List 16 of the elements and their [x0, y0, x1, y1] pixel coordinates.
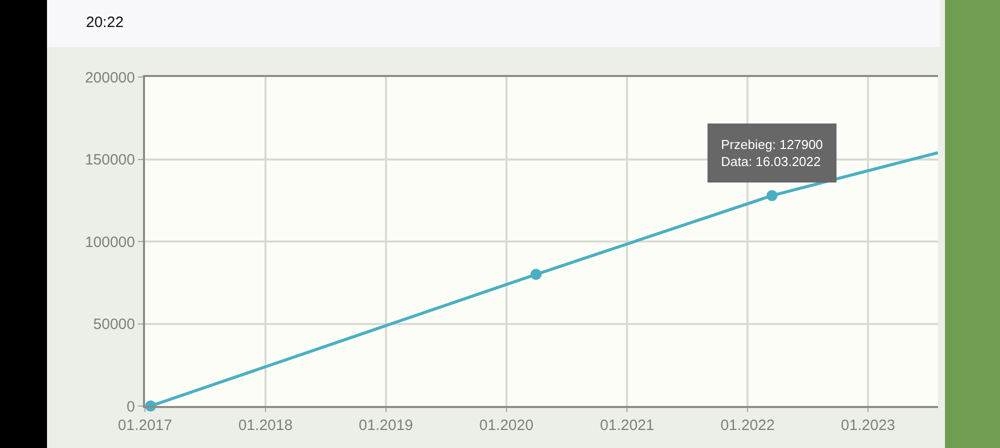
y-tick-label: 50000: [93, 316, 135, 333]
x-tick-label: 01.2017: [118, 417, 172, 434]
y-tick-label: 100000: [84, 234, 135, 251]
y-tick-label: 200000: [84, 69, 135, 86]
point: [766, 190, 778, 202]
x-tick-label: 01.2020: [479, 417, 534, 434]
y-tick-label: 0: [126, 398, 135, 416]
x-tick-label: 01.2023: [840, 417, 896, 434]
point: [530, 268, 542, 280]
x-tick-label: 01.2022: [720, 417, 775, 434]
y-tick-label: 150000: [84, 152, 135, 168]
text: 20:22: [86, 14, 124, 31]
x-tick-label: 01.2018: [238, 417, 293, 434]
annotation: Przebieg: 127900 Data: 16.03.2022: [721, 137, 823, 169]
x-tick-label: 01.2019: [358, 417, 414, 434]
x-tick-label: 01.2021: [600, 417, 654, 434]
